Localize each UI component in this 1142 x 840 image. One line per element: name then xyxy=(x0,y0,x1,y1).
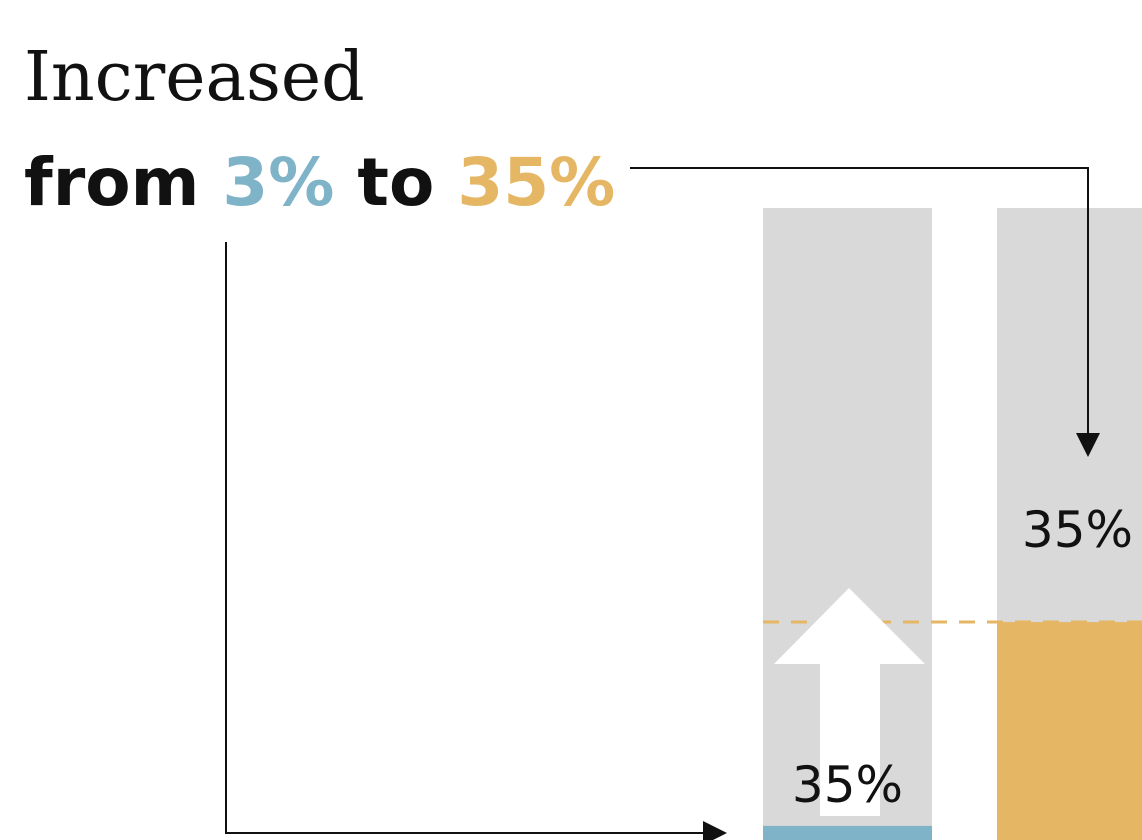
bar xyxy=(763,825,932,840)
title-line1: Increased xyxy=(24,38,365,117)
bar xyxy=(997,622,1142,840)
title-part: to xyxy=(357,144,434,221)
connector xyxy=(630,167,1100,457)
title-line2: from 3% to 35% xyxy=(24,144,615,221)
bars xyxy=(763,208,1142,840)
connector xyxy=(225,242,727,840)
value-label: 35% xyxy=(1022,501,1133,559)
title-part: 35% xyxy=(457,144,615,221)
title-part: from xyxy=(24,144,199,221)
title-part: 3% xyxy=(222,144,334,221)
annotation: 35% xyxy=(792,756,903,814)
increase-arrow xyxy=(774,588,925,816)
